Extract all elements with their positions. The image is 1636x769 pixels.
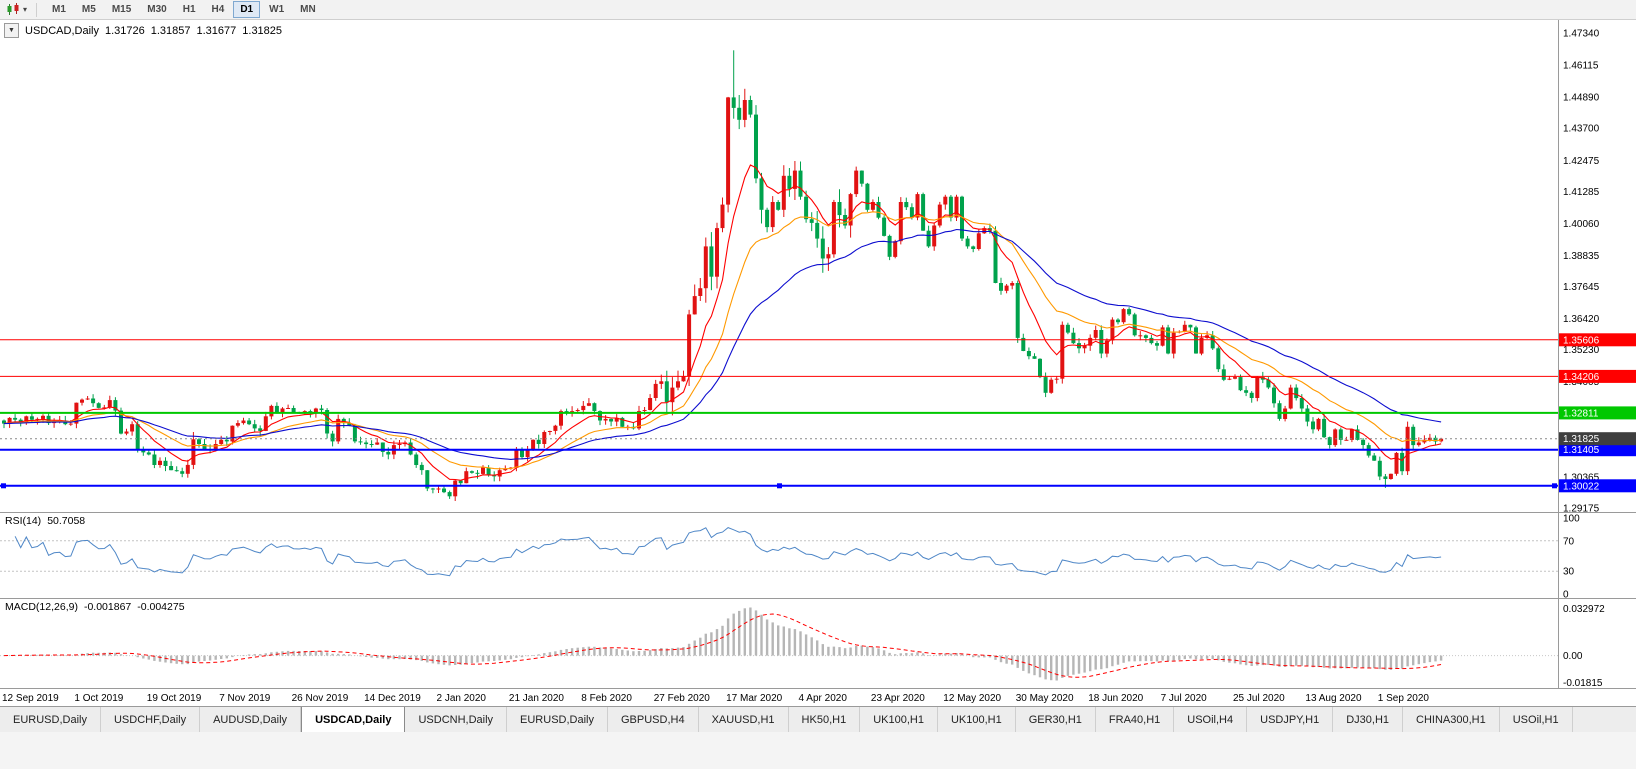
tab-usdjpy-h1[interactable]: USDJPY,H1 <box>1247 707 1334 732</box>
hline-1.30022[interactable] <box>0 483 1558 489</box>
timeframe-m15-button[interactable]: M15 <box>111 4 132 15</box>
svg-text:1.40060: 1.40060 <box>1563 219 1600 230</box>
chart-area[interactable]: 1.47340 1.46115 1.44890 1.43700 1.42475 1.412… <box>0 20 1636 706</box>
svg-text:7 Jul 2020: 7 Jul 2020 <box>1161 693 1208 704</box>
svg-text:1.30365: 1.30365 <box>1563 472 1600 483</box>
pane-separators <box>0 20 1636 689</box>
macd-signal-line <box>3 613 1442 678</box>
tab-uk100-h1[interactable]: UK100,H1 <box>937 707 1016 732</box>
timeframe-m5-button[interactable]: M5 <box>81 4 96 15</box>
tab-uk100-h1[interactable]: UK100,H1 <box>860 707 938 732</box>
svg-text:1.41285: 1.41285 <box>1563 187 1600 198</box>
tab-audusd-daily[interactable]: AUDUSD,Daily <box>200 707 302 732</box>
chart-type-button[interactable]: ▾ <box>6 3 27 16</box>
svg-text:100: 100 <box>1563 514 1580 525</box>
svg-text:1.38835: 1.38835 <box>1563 251 1600 262</box>
svg-text:7 Nov 2019: 7 Nov 2019 <box>219 693 271 704</box>
svg-text:1.44890: 1.44890 <box>1563 93 1600 104</box>
svg-text:-0.01815: -0.01815 <box>1563 678 1603 689</box>
svg-text:1.35230: 1.35230 <box>1563 345 1600 356</box>
timeframe-m30-button[interactable]: M30 <box>147 4 167 15</box>
tab-gbpusd-h4[interactable]: GBPUSD,H4 <box>608 707 699 732</box>
timeframe-buttons: M1 M5 M15 M30 H1 H4 D1 W1 MN <box>44 1 324 18</box>
candlestick-chart-icon <box>7 3 19 15</box>
svg-text:13 Aug 2020: 13 Aug 2020 <box>1305 693 1362 704</box>
bid-price-tag <box>1559 432 1636 446</box>
tab-usoil-h4[interactable]: USOil,H4 <box>1174 707 1248 732</box>
svg-text:17 Mar 2020: 17 Mar 2020 <box>726 693 783 704</box>
bottom-filler <box>0 732 1636 769</box>
ma-40-line <box>3 228 1442 460</box>
time-axis-labels[interactable]: 12 Sep 2019 1 Oct 2019 19 Oct 2019 7 Nov 20… <box>2 693 1429 704</box>
svg-text:18 Jun 2020: 18 Jun 2020 <box>1088 693 1143 704</box>
svg-text:1.31825: 1.31825 <box>1563 434 1600 445</box>
svg-text:14 Dec 2019: 14 Dec 2019 <box>364 693 421 704</box>
tab-usdcad-daily[interactable]: USDCAD,Daily <box>301 707 406 732</box>
tab-usdchf-daily[interactable]: USDCHF,Daily <box>100 707 201 732</box>
chart-background <box>0 20 1636 706</box>
rsi-pane: 100 70 30 0 <box>0 514 1580 601</box>
svg-text:4 Apr 2020: 4 Apr 2020 <box>799 693 848 704</box>
tab-hk50-h1[interactable]: HK50,H1 <box>788 707 861 732</box>
svg-text:12 Sep 2019: 12 Sep 2019 <box>2 693 59 704</box>
tab-usoil-h1[interactable]: USOil,H1 <box>1499 707 1573 732</box>
svg-text:1.34206: 1.34206 <box>1563 372 1600 383</box>
tab-ger30-h1[interactable]: GER30,H1 <box>1015 707 1096 732</box>
svg-text:8 Feb 2020: 8 Feb 2020 <box>581 693 632 704</box>
svg-text:1.37645: 1.37645 <box>1563 282 1600 293</box>
timeframe-h4-button[interactable]: H4 <box>211 4 225 15</box>
tab-xauusd-h1[interactable]: XAUUSD,H1 <box>698 707 789 732</box>
macd-histogram <box>8 607 1443 681</box>
timeframe-mn-button[interactable]: MN <box>300 4 316 15</box>
svg-text:2 Jan 2020: 2 Jan 2020 <box>437 693 487 704</box>
one-click-trading-toggle[interactable]: ▼ <box>4 23 19 38</box>
svg-text:1.32811: 1.32811 <box>1563 408 1599 419</box>
svg-text:21 Jan 2020: 21 Jan 2020 <box>509 693 564 704</box>
svg-text:1.31405: 1.31405 <box>1563 445 1600 456</box>
svg-text:0.00: 0.00 <box>1563 651 1583 662</box>
svg-text:26 Nov 2019: 26 Nov 2019 <box>292 693 349 704</box>
tab-fra40-h1[interactable]: FRA40,H1 <box>1095 707 1175 732</box>
price-tags: 1.35606 1.34206 1.32811 1.31405 1.30022 1.318… <box>1559 333 1636 493</box>
rsi-line <box>14 527 1442 577</box>
ma-21-line <box>3 211 1442 470</box>
svg-text:1.47340: 1.47340 <box>1563 29 1600 40</box>
svg-text:1.30022: 1.30022 <box>1563 481 1600 492</box>
tab-dj30-h1[interactable]: DJ30,H1 <box>1333 707 1404 732</box>
svg-text:19 Oct 2019: 19 Oct 2019 <box>147 693 202 704</box>
svg-text:0.032972: 0.032972 <box>1563 604 1605 615</box>
toolbar-separator <box>36 2 38 17</box>
svg-text:23 Apr 2020: 23 Apr 2020 <box>871 693 925 704</box>
svg-text:1 Sep 2020: 1 Sep 2020 <box>1378 693 1430 704</box>
toolbar: ▾ M1 M5 M15 M30 H1 H4 D1 W1 MN <box>0 0 1636 20</box>
svg-text:1.36420: 1.36420 <box>1563 314 1600 325</box>
timeframe-h1-button[interactable]: H1 <box>182 4 196 15</box>
svg-text:1 Oct 2019: 1 Oct 2019 <box>74 693 123 704</box>
svg-text:1.43700: 1.43700 <box>1563 124 1600 135</box>
timeframe-m1-button[interactable]: M1 <box>52 4 66 15</box>
svg-text:12 May 2020: 12 May 2020 <box>943 693 1001 704</box>
svg-text:0: 0 <box>1563 590 1569 601</box>
svg-text:1.29175: 1.29175 <box>1563 503 1600 514</box>
timeframe-d1-button[interactable]: D1 <box>233 1 261 18</box>
svg-text:25 Jul 2020: 25 Jul 2020 <box>1233 693 1285 704</box>
svg-text:70: 70 <box>1563 536 1575 547</box>
tab-eurusd-daily[interactable]: EURUSD,Daily <box>507 707 608 732</box>
tab-eurusd-daily[interactable]: EURUSD,Daily <box>0 707 101 732</box>
ma-9-line <box>3 164 1442 481</box>
svg-text:1.42475: 1.42475 <box>1563 156 1600 167</box>
chevron-down-icon: ▾ <box>23 5 28 14</box>
svg-text:30 May 2020: 30 May 2020 <box>1016 693 1074 704</box>
chart-tabs: EURUSD,Daily USDCHF,Daily AUDUSD,Daily USDC… <box>0 706 1636 732</box>
chart-canvas[interactable]: 1.47340 1.46115 1.44890 1.43700 1.42475 1.412… <box>0 20 1636 706</box>
svg-text:1.35606: 1.35606 <box>1563 335 1600 346</box>
timeframe-w1-button[interactable]: W1 <box>269 4 285 15</box>
tab-china300-h1[interactable]: CHINA300,H1 <box>1403 707 1500 732</box>
tab-usdcnh-daily[interactable]: USDCNH,Daily <box>405 707 508 732</box>
svg-text:1.46115: 1.46115 <box>1563 61 1599 72</box>
macd-pane: 0.032972 0.00 -0.01815 <box>0 604 1605 689</box>
svg-text:27 Feb 2020: 27 Feb 2020 <box>654 693 711 704</box>
svg-text:30: 30 <box>1563 567 1575 578</box>
